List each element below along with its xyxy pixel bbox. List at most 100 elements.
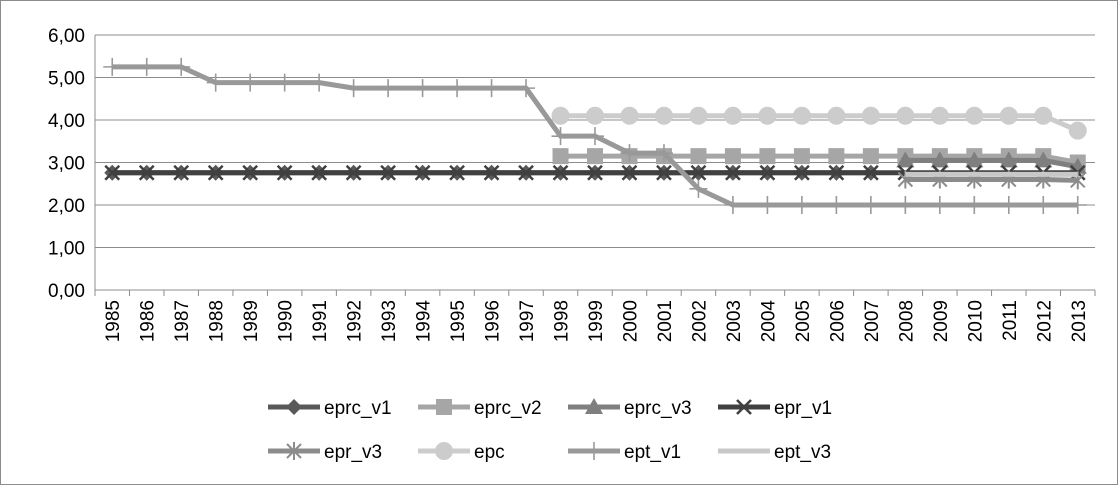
x-tick-label: 1999 [586, 300, 607, 342]
x-tick-label: 2004 [758, 300, 779, 343]
data-point [483, 164, 500, 181]
series-line [560, 113, 1079, 133]
data-point [207, 164, 224, 181]
data-point [1034, 196, 1053, 214]
data-point [725, 164, 741, 181]
x-tick-label: 2007 [862, 300, 883, 342]
x-tick-label: 1986 [138, 300, 159, 342]
y-tick-label: 6,00 [48, 26, 85, 47]
legend-item-eprc-v2: eprc_v2 [418, 398, 542, 419]
series-line [560, 153, 1079, 165]
data-point [310, 73, 329, 92]
data-point [311, 164, 328, 181]
x-tick-label: 2011 [1000, 300, 1021, 341]
data-point [930, 196, 949, 214]
data-point [689, 179, 708, 198]
legend-label: epr_v1 [774, 398, 832, 419]
legend-item-epr-v1: epr_v1 [718, 398, 832, 419]
data-point [552, 148, 569, 165]
x-tick-label: 1992 [345, 300, 366, 342]
data-point [794, 164, 810, 181]
legend-label: epr_v3 [324, 442, 382, 463]
data-point [1068, 196, 1087, 214]
data-point [930, 106, 949, 125]
data-point [689, 106, 708, 125]
y-tick-label: 5,00 [48, 69, 85, 90]
data-point [861, 106, 880, 125]
legend-marker [286, 399, 302, 415]
x-tick-label: 2002 [689, 300, 710, 342]
data-point [587, 164, 603, 181]
data-point [965, 196, 984, 214]
data-point [275, 73, 294, 92]
x-tick-label: 2008 [896, 300, 917, 342]
x-tick-label: 1995 [448, 300, 469, 342]
data-point [656, 164, 672, 181]
data-point [759, 164, 776, 181]
data-point [828, 164, 845, 181]
data-point [999, 151, 1018, 168]
legend-item-ept-v1: ept_v1 [568, 442, 681, 463]
x-tick-label: 2001 [655, 300, 676, 342]
x-tick-label: 2006 [827, 300, 848, 342]
x-tick-label: 1985 [103, 300, 124, 342]
data-point [448, 79, 467, 98]
data-point [586, 106, 604, 125]
x-tick-label: 1989 [241, 300, 262, 342]
x-tick-label: 2009 [931, 300, 952, 342]
data-point [930, 151, 949, 168]
legend-label: eprc_v1 [324, 398, 392, 419]
data-point [379, 79, 398, 98]
data-point [896, 196, 915, 214]
data-point [828, 148, 845, 165]
series-line [905, 157, 1079, 170]
data-point [587, 148, 603, 165]
legend-item-epc: epc [418, 442, 505, 463]
legend-label: eprc_v3 [624, 398, 692, 419]
data-point [138, 164, 155, 181]
data-point [690, 164, 707, 181]
data-point [344, 79, 363, 98]
data-point [862, 148, 879, 165]
data-point [551, 127, 570, 146]
data-point [206, 73, 225, 92]
data-point [1068, 121, 1087, 140]
data-point [896, 106, 915, 125]
y-tick-label: 0,00 [48, 281, 85, 302]
x-tick-label: 1991 [310, 300, 331, 342]
data-point [517, 79, 536, 98]
x-tick-label: 1998 [552, 300, 573, 342]
data-point [759, 148, 776, 165]
x-tick-label: 1997 [517, 300, 538, 342]
y-tick-label: 3,00 [48, 154, 85, 175]
x-tick-label: 2005 [793, 300, 814, 342]
data-point [723, 196, 742, 214]
x-tick-label: 2003 [724, 300, 745, 342]
data-point [861, 196, 880, 214]
data-point [173, 164, 190, 181]
data-point [999, 106, 1018, 125]
data-point [449, 164, 465, 181]
legend-item-ept-v3: ept_v3 [718, 442, 831, 463]
data-point [413, 79, 432, 98]
data-point [414, 164, 431, 181]
legend-item-epr-v3: epr_v3 [268, 442, 382, 463]
data-point [999, 196, 1018, 214]
data-point [345, 164, 362, 181]
data-point [172, 57, 191, 76]
legend-item-eprc-v1: eprc_v1 [268, 398, 392, 419]
data-point [827, 106, 846, 125]
x-tick-label: 1996 [483, 300, 504, 342]
x-tick-label: 1990 [276, 300, 297, 342]
data-point [552, 164, 569, 181]
series-ept-v1 [103, 57, 1087, 214]
series-epr-v1 [104, 164, 1086, 181]
legend-marker [585, 398, 603, 414]
data-point [654, 106, 673, 125]
data-point [551, 106, 570, 125]
legend-label: ept_v1 [624, 442, 681, 463]
legend-label: eprc_v2 [474, 398, 542, 419]
x-tick-label: 2012 [1034, 300, 1055, 342]
data-point [103, 57, 122, 76]
